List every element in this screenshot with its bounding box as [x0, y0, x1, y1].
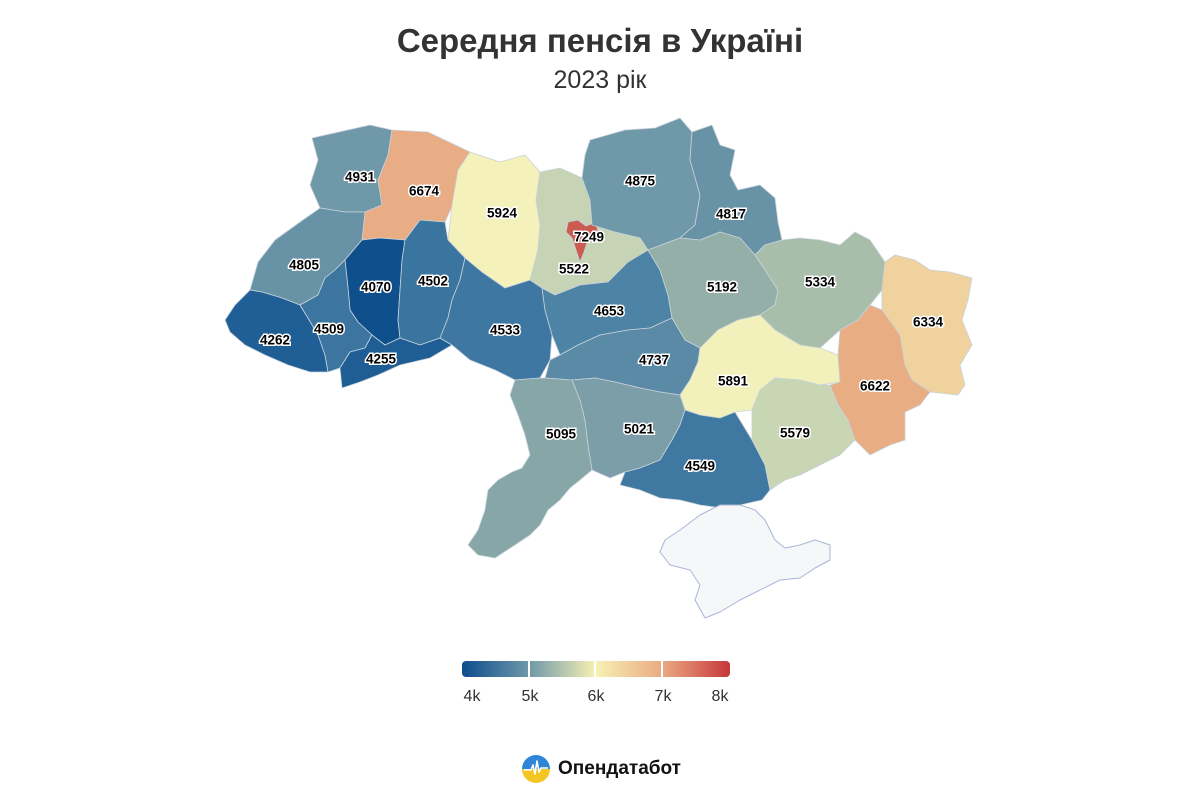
brand-name: Опендатабот — [558, 758, 681, 779]
region-zakarpattia[interactable]: Закарпатська: 4262 — [224, 289, 329, 373]
label-poltava: 5192 — [707, 280, 737, 295]
label-zakarpattia: 4262 — [260, 333, 290, 348]
label-sumy: 4817 — [716, 207, 746, 222]
region-odesa[interactable]: Одеська: 5095 — [467, 377, 593, 559]
legend-label-4k: 4k — [463, 688, 481, 705]
label-vinnytsia: 4533 — [490, 323, 521, 338]
region-kherson[interactable]: Херсонська: 4549 — [619, 409, 771, 509]
label-mykolaiv: 5021 — [624, 422, 655, 437]
chart-subtitle: 2023 рік — [553, 66, 647, 94]
opendatabot-logo-icon — [522, 755, 550, 783]
label-dnipropetrovsk: 5891 — [718, 374, 749, 389]
legend-labels: 4k 5k 6k 7k 8k — [0, 688, 1200, 708]
brand: Опендатабот — [522, 754, 681, 784]
label-volyn: 4931 — [345, 170, 376, 185]
chart-title: Середня пенсія в Україні — [396, 22, 804, 59]
region-volyn[interactable]: Волинська: 4931 — [309, 124, 393, 213]
legend-label-7k: 7k — [654, 688, 672, 705]
legend-label-5k: 5k — [521, 688, 539, 705]
label-kyiv-oblast: 5522 — [559, 262, 589, 277]
label-luhansk: 6334 — [913, 315, 944, 330]
label-cherkasy: 4653 — [594, 304, 625, 319]
legend-divider — [528, 661, 530, 677]
label-ivano-frankivsk: 4509 — [314, 322, 344, 337]
region-zaporizhzhia[interactable]: Запорізька: 5579 — [751, 377, 856, 491]
label-rivne: 6674 — [409, 184, 440, 199]
region-kyiv-city[interactable]: м. Київ: 7249 — [565, 219, 599, 263]
legend-label-8k: 8k — [711, 688, 729, 705]
label-khmelnytskyi: 4502 — [418, 274, 448, 289]
color-scale-legend — [462, 661, 730, 677]
region-labels: 4931 6674 5924 5522 7249 4875 4817 4805 … — [258, 168, 945, 475]
label-kherson: 4549 — [685, 459, 715, 474]
label-zhytomyr: 5924 — [487, 206, 518, 221]
label-kharkiv: 5334 — [805, 275, 836, 290]
legend-label-6k: 6k — [587, 688, 605, 705]
label-kyiv-city: 7249 — [574, 230, 604, 245]
label-lviv: 4805 — [289, 258, 320, 273]
label-kirovohrad: 4737 — [639, 353, 669, 368]
label-chernivtsi: 4255 — [366, 352, 397, 367]
label-chernihiv: 4875 — [625, 174, 656, 189]
label-zaporizhzhia: 5579 — [780, 426, 810, 441]
label-ternopil: 4070 — [361, 280, 391, 295]
legend-divider — [661, 661, 663, 677]
region-crimea[interactable]: АР Крим — [659, 504, 831, 619]
legend-divider — [594, 661, 596, 677]
label-donetsk: 6622 — [860, 379, 890, 394]
label-odesa: 5095 — [546, 427, 577, 442]
region-donetsk[interactable]: Донецька: 6622 — [829, 304, 931, 456]
